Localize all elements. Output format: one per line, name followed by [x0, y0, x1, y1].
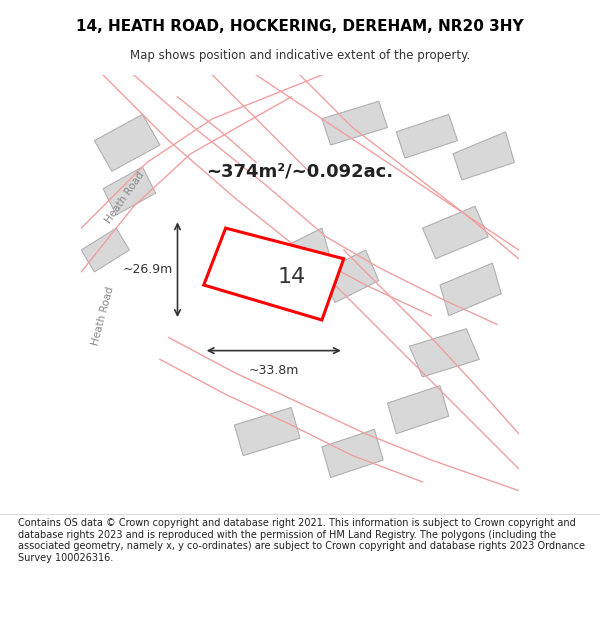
Text: Map shows position and indicative extent of the property.: Map shows position and indicative extent…	[130, 49, 470, 62]
Polygon shape	[81, 228, 130, 272]
Text: 14: 14	[277, 268, 305, 288]
Text: Contains OS data © Crown copyright and database right 2021. This information is : Contains OS data © Crown copyright and d…	[18, 518, 585, 563]
Text: ~33.8m: ~33.8m	[248, 364, 299, 377]
Polygon shape	[204, 228, 344, 320]
Polygon shape	[322, 250, 379, 302]
Polygon shape	[278, 228, 331, 281]
Text: ~26.9m: ~26.9m	[123, 263, 173, 276]
Polygon shape	[422, 206, 488, 259]
Polygon shape	[396, 114, 458, 158]
Text: Heath Road: Heath Road	[104, 170, 146, 225]
Text: 14, HEATH ROAD, HOCKERING, DEREHAM, NR20 3HY: 14, HEATH ROAD, HOCKERING, DEREHAM, NR20…	[76, 19, 524, 34]
Text: Heath Road: Heath Road	[91, 285, 116, 346]
Polygon shape	[103, 167, 155, 215]
Text: ~374m²/~0.092ac.: ~374m²/~0.092ac.	[206, 162, 394, 180]
Polygon shape	[94, 114, 160, 171]
Polygon shape	[388, 386, 449, 434]
Polygon shape	[440, 263, 501, 316]
Polygon shape	[453, 132, 514, 180]
Polygon shape	[322, 429, 383, 478]
Polygon shape	[409, 329, 479, 377]
Polygon shape	[235, 408, 300, 456]
Polygon shape	[322, 101, 388, 145]
